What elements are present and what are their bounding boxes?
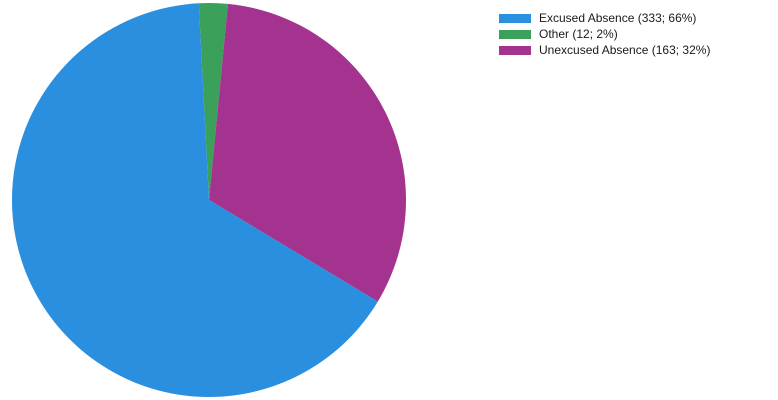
pie-slice-other [198,2,228,200]
legend-label-other: Other (12; 2%) [539,27,618,41]
legend-item-other: Other (12; 2%) [499,26,710,42]
pie-slice-unexcused-absence [209,3,406,302]
legend-swatch-excused-absence [499,13,531,23]
legend-item-excused-absence: Excused Absence (333; 66%) [499,10,710,26]
pie-slice-excused-absence [12,3,378,397]
legend: Excused Absence (333; 66%) Other (12; 2%… [499,10,710,58]
legend-label-excused-absence: Excused Absence (333; 66%) [539,11,697,25]
legend-swatch-other [499,29,531,39]
legend-item-unexcused-absence: Unexcused Absence (163; 32%) [499,42,710,58]
legend-label-unexcused-absence: Unexcused Absence (163; 32%) [539,43,711,57]
legend-swatch-unexcused-absence [499,45,531,55]
